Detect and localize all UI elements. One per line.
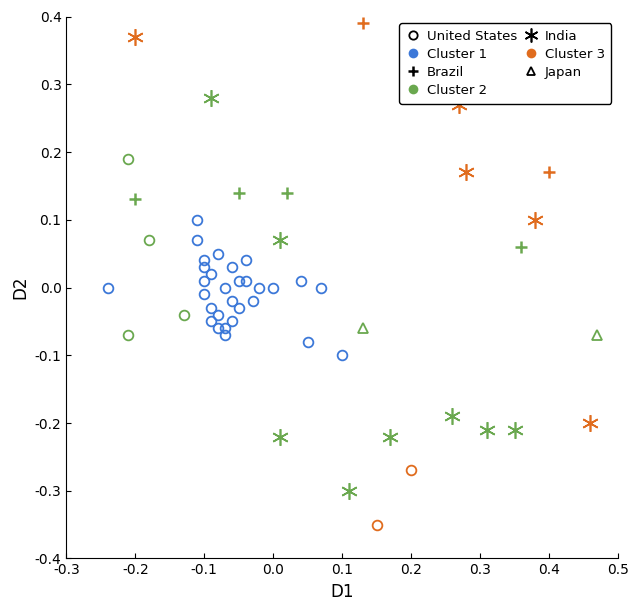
Y-axis label: D2: D2 bbox=[11, 276, 29, 299]
X-axis label: D1: D1 bbox=[330, 583, 354, 601]
Legend: United States, Cluster 1, Brazil, Cluster 2, India, Cluster 3, Japan: United States, Cluster 1, Brazil, Cluste… bbox=[399, 23, 611, 104]
